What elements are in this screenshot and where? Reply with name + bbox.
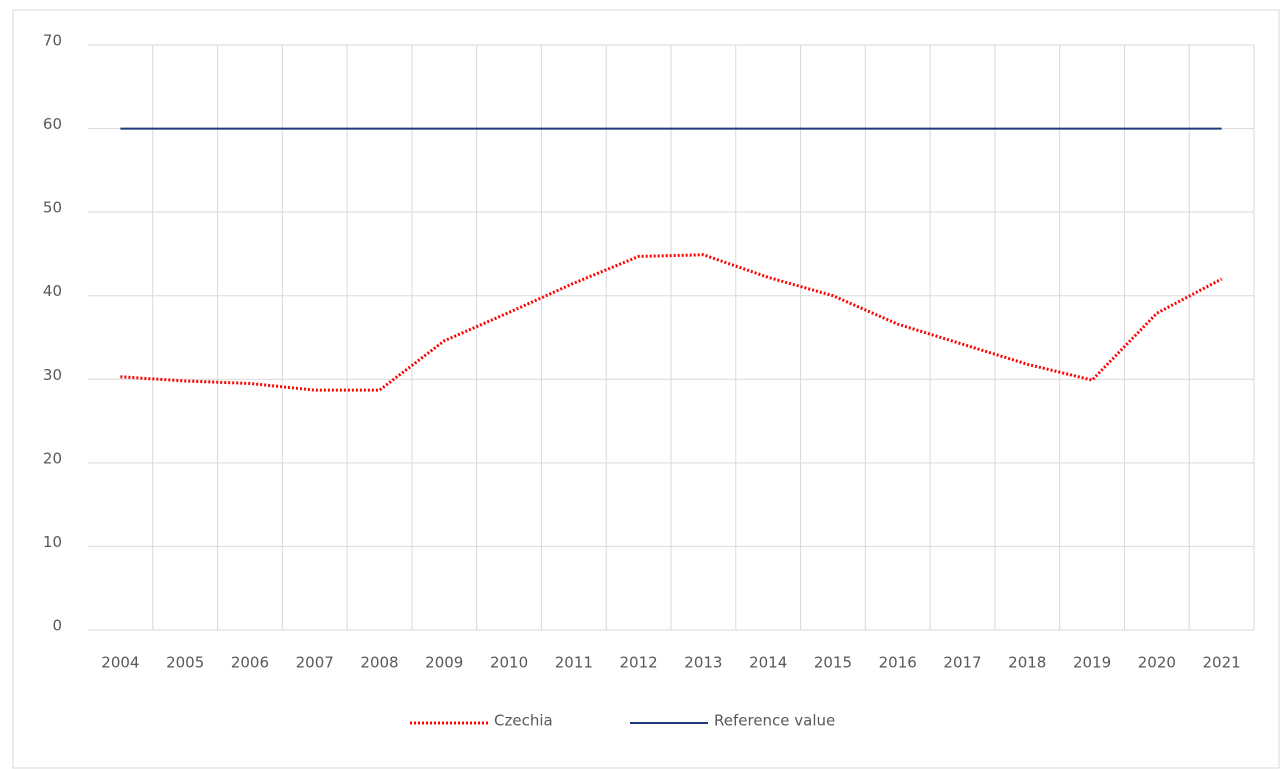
x-tick-label: 2020 bbox=[1138, 654, 1176, 672]
x-tick-label: 2021 bbox=[1203, 654, 1241, 672]
x-tick-label: 2019 bbox=[1073, 654, 1111, 672]
x-tick-label: 2018 bbox=[1008, 654, 1046, 672]
y-tick-label: 0 bbox=[52, 617, 62, 635]
x-tick-label: 2015 bbox=[814, 654, 852, 672]
x-tick-label: 2014 bbox=[749, 654, 787, 672]
x-tick-label: 2016 bbox=[879, 654, 917, 672]
y-tick-label: 40 bbox=[43, 282, 62, 300]
x-tick-label: 2007 bbox=[296, 654, 334, 672]
y-tick-label: 70 bbox=[43, 32, 62, 50]
y-tick-label: 60 bbox=[43, 115, 62, 133]
x-tick-label: 2006 bbox=[231, 654, 269, 672]
x-tick-label: 2005 bbox=[166, 654, 204, 672]
x-tick-label: 2008 bbox=[360, 654, 398, 672]
series-line bbox=[120, 253, 1223, 392]
x-tick-label: 2010 bbox=[490, 654, 528, 672]
y-tick-label: 20 bbox=[43, 449, 62, 467]
x-tick-label: 2011 bbox=[555, 654, 593, 672]
x-tick-label: 2012 bbox=[620, 654, 658, 672]
x-tick-label: 2004 bbox=[101, 654, 139, 672]
x-tick-label: 2013 bbox=[684, 654, 722, 672]
y-tick-label: 10 bbox=[43, 533, 62, 551]
y-tick-label: 30 bbox=[43, 366, 62, 384]
chart-border bbox=[12, 9, 1280, 769]
x-tick-label: 2009 bbox=[425, 654, 463, 672]
y-tick-label: 50 bbox=[43, 199, 62, 217]
legend-label: Czechia bbox=[494, 712, 553, 730]
x-tick-label: 2017 bbox=[943, 654, 981, 672]
legend-label: Reference value bbox=[714, 712, 835, 730]
